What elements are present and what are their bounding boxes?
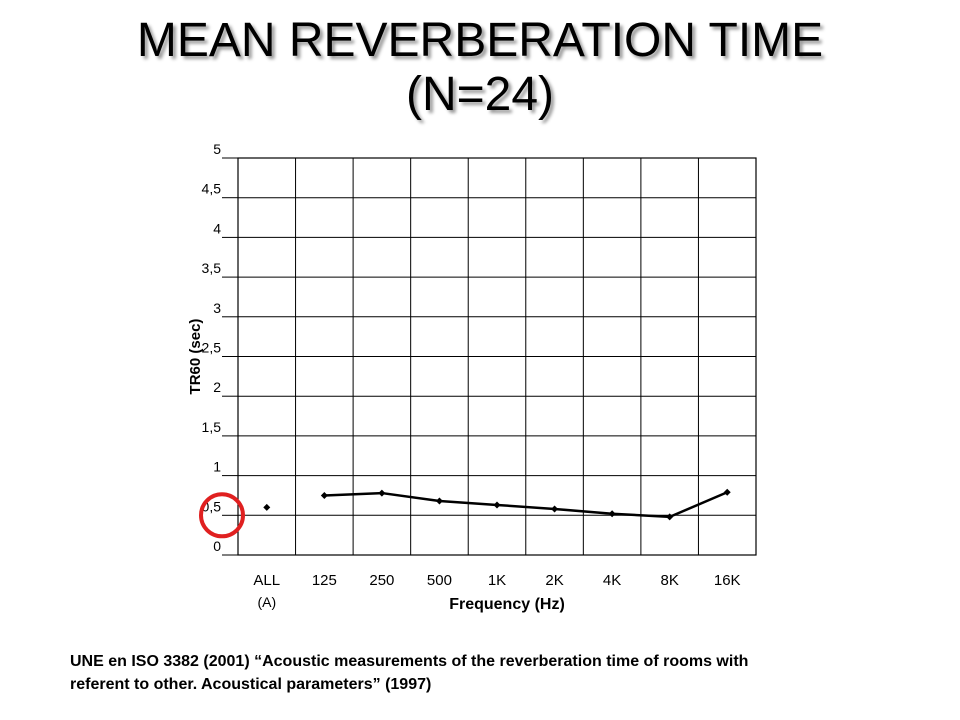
x-tick-label: 500 <box>427 572 452 589</box>
page-title: MEAN REVERBERATION TIME (N=24) <box>0 14 960 122</box>
data-point <box>263 503 271 511</box>
data-point <box>320 491 328 499</box>
x-tick-sublabel: (A) <box>257 594 276 610</box>
title-line-1: MEAN REVERBERATION TIME <box>136 14 824 67</box>
x-tick-label: 2K <box>545 572 563 589</box>
data-point <box>551 505 559 513</box>
reference-footnote: UNE en ISO 3382 (2001) “Acoustic measure… <box>70 650 890 696</box>
plot-frame <box>237 157 757 556</box>
title-line-2: (N=24) <box>405 68 555 121</box>
x-tick-label: ALL <box>253 572 280 589</box>
data-point <box>493 501 501 509</box>
y-tick-label: 3,5 <box>202 260 222 276</box>
y-tick-label: 2,5 <box>202 340 222 356</box>
y-axis-title: TR60 (sec) <box>187 319 204 395</box>
y-tick-label: 4 <box>213 220 221 236</box>
chart-series <box>263 488 731 521</box>
y-tick-label: 5 <box>213 141 221 157</box>
y-tick-label: 4,5 <box>202 181 222 197</box>
chart-axes <box>222 157 757 556</box>
data-point <box>378 489 386 497</box>
y-tick-label: 0 <box>213 538 221 554</box>
data-point <box>608 510 616 518</box>
y-tick-label: 1 <box>213 459 221 475</box>
data-point <box>666 513 674 521</box>
data-point <box>435 497 443 505</box>
highlight-circle <box>199 492 245 539</box>
x-tick-label: 4K <box>603 572 621 589</box>
series-line <box>324 491 728 519</box>
chart-grid <box>237 157 757 556</box>
y-tick-label: 2 <box>213 379 221 395</box>
x-tick-label: 1K <box>488 572 506 589</box>
x-tick-label: 125 <box>312 572 337 589</box>
x-tick-label: 8K <box>660 572 678 589</box>
x-tick-label: 16K <box>714 572 741 589</box>
footnote-line-1: UNE en ISO 3382 (2001) “Acoustic measure… <box>70 653 749 670</box>
y-tick-label: 3 <box>213 300 221 316</box>
data-point <box>723 488 731 496</box>
y-tick-label: 1,5 <box>202 419 222 435</box>
x-axis-title: Frequency (Hz) <box>449 596 565 613</box>
x-tick-label: 250 <box>369 572 394 589</box>
footnote-line-2: referent to other. Acoustical parameters… <box>70 676 432 693</box>
